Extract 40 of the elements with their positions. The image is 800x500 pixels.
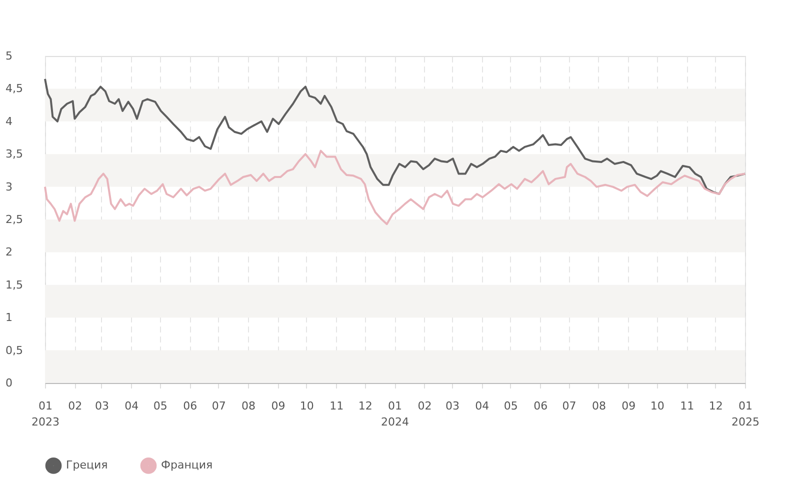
x-tick-label: 12 (708, 400, 723, 412)
y-tick-label: 2 (6, 246, 12, 259)
legend-label: Греция (66, 458, 108, 472)
x-tick-label: 09 (622, 400, 636, 412)
x-tick-label: 07 (212, 400, 226, 412)
y-tick-label: 1,5 (6, 278, 23, 292)
x-tick-label: 05 (504, 400, 518, 412)
x-tick-label: 03 (95, 400, 109, 412)
x-tick-label: 08 (592, 400, 606, 412)
x-tick-label: 03 (445, 400, 460, 412)
x-tick-label: 06 (534, 400, 548, 412)
x-tick-label: 04 (124, 400, 139, 412)
y-tick-label: 2,5 (6, 213, 23, 226)
x-tick-label: 02 (68, 400, 82, 412)
legend-label: Франция (161, 458, 213, 472)
x-tick-label: 06 (183, 400, 198, 412)
y-tick-label: 5 (6, 50, 12, 62)
x-tick-label: 11 (680, 400, 694, 412)
y-tick-label: 0,5 (6, 344, 23, 357)
x-tick-label: 01 2023 (32, 400, 60, 428)
line-series (44, 78, 746, 195)
x-tick-label: 12 (358, 400, 372, 412)
x-tick-label: 10 (650, 400, 664, 412)
x-tick-label: 01 2024 (381, 400, 410, 428)
y-tick-label: 4 (6, 114, 12, 128)
y-tick-label: 1 (6, 311, 12, 324)
x-tick-label: 09 (271, 400, 286, 412)
x-tick-label: 01 2025 (732, 400, 760, 428)
x-tick-label: 08 (242, 400, 256, 412)
y-tick-label: 4,5 (6, 82, 23, 96)
y-tick-label: 3 (6, 180, 12, 194)
x-tick-label: 10 (300, 400, 314, 412)
x-tick-label: 05 (153, 400, 168, 412)
x-tick-label: 02 (418, 400, 432, 412)
x-tick-label: 11 (330, 400, 344, 412)
x-tick-label: 07 (562, 400, 576, 412)
x-tick-label: 04 (475, 400, 490, 412)
y-tick-label: 3,5 (6, 148, 23, 161)
line-series (44, 150, 746, 226)
y-tick-label: 0 (6, 376, 12, 390)
